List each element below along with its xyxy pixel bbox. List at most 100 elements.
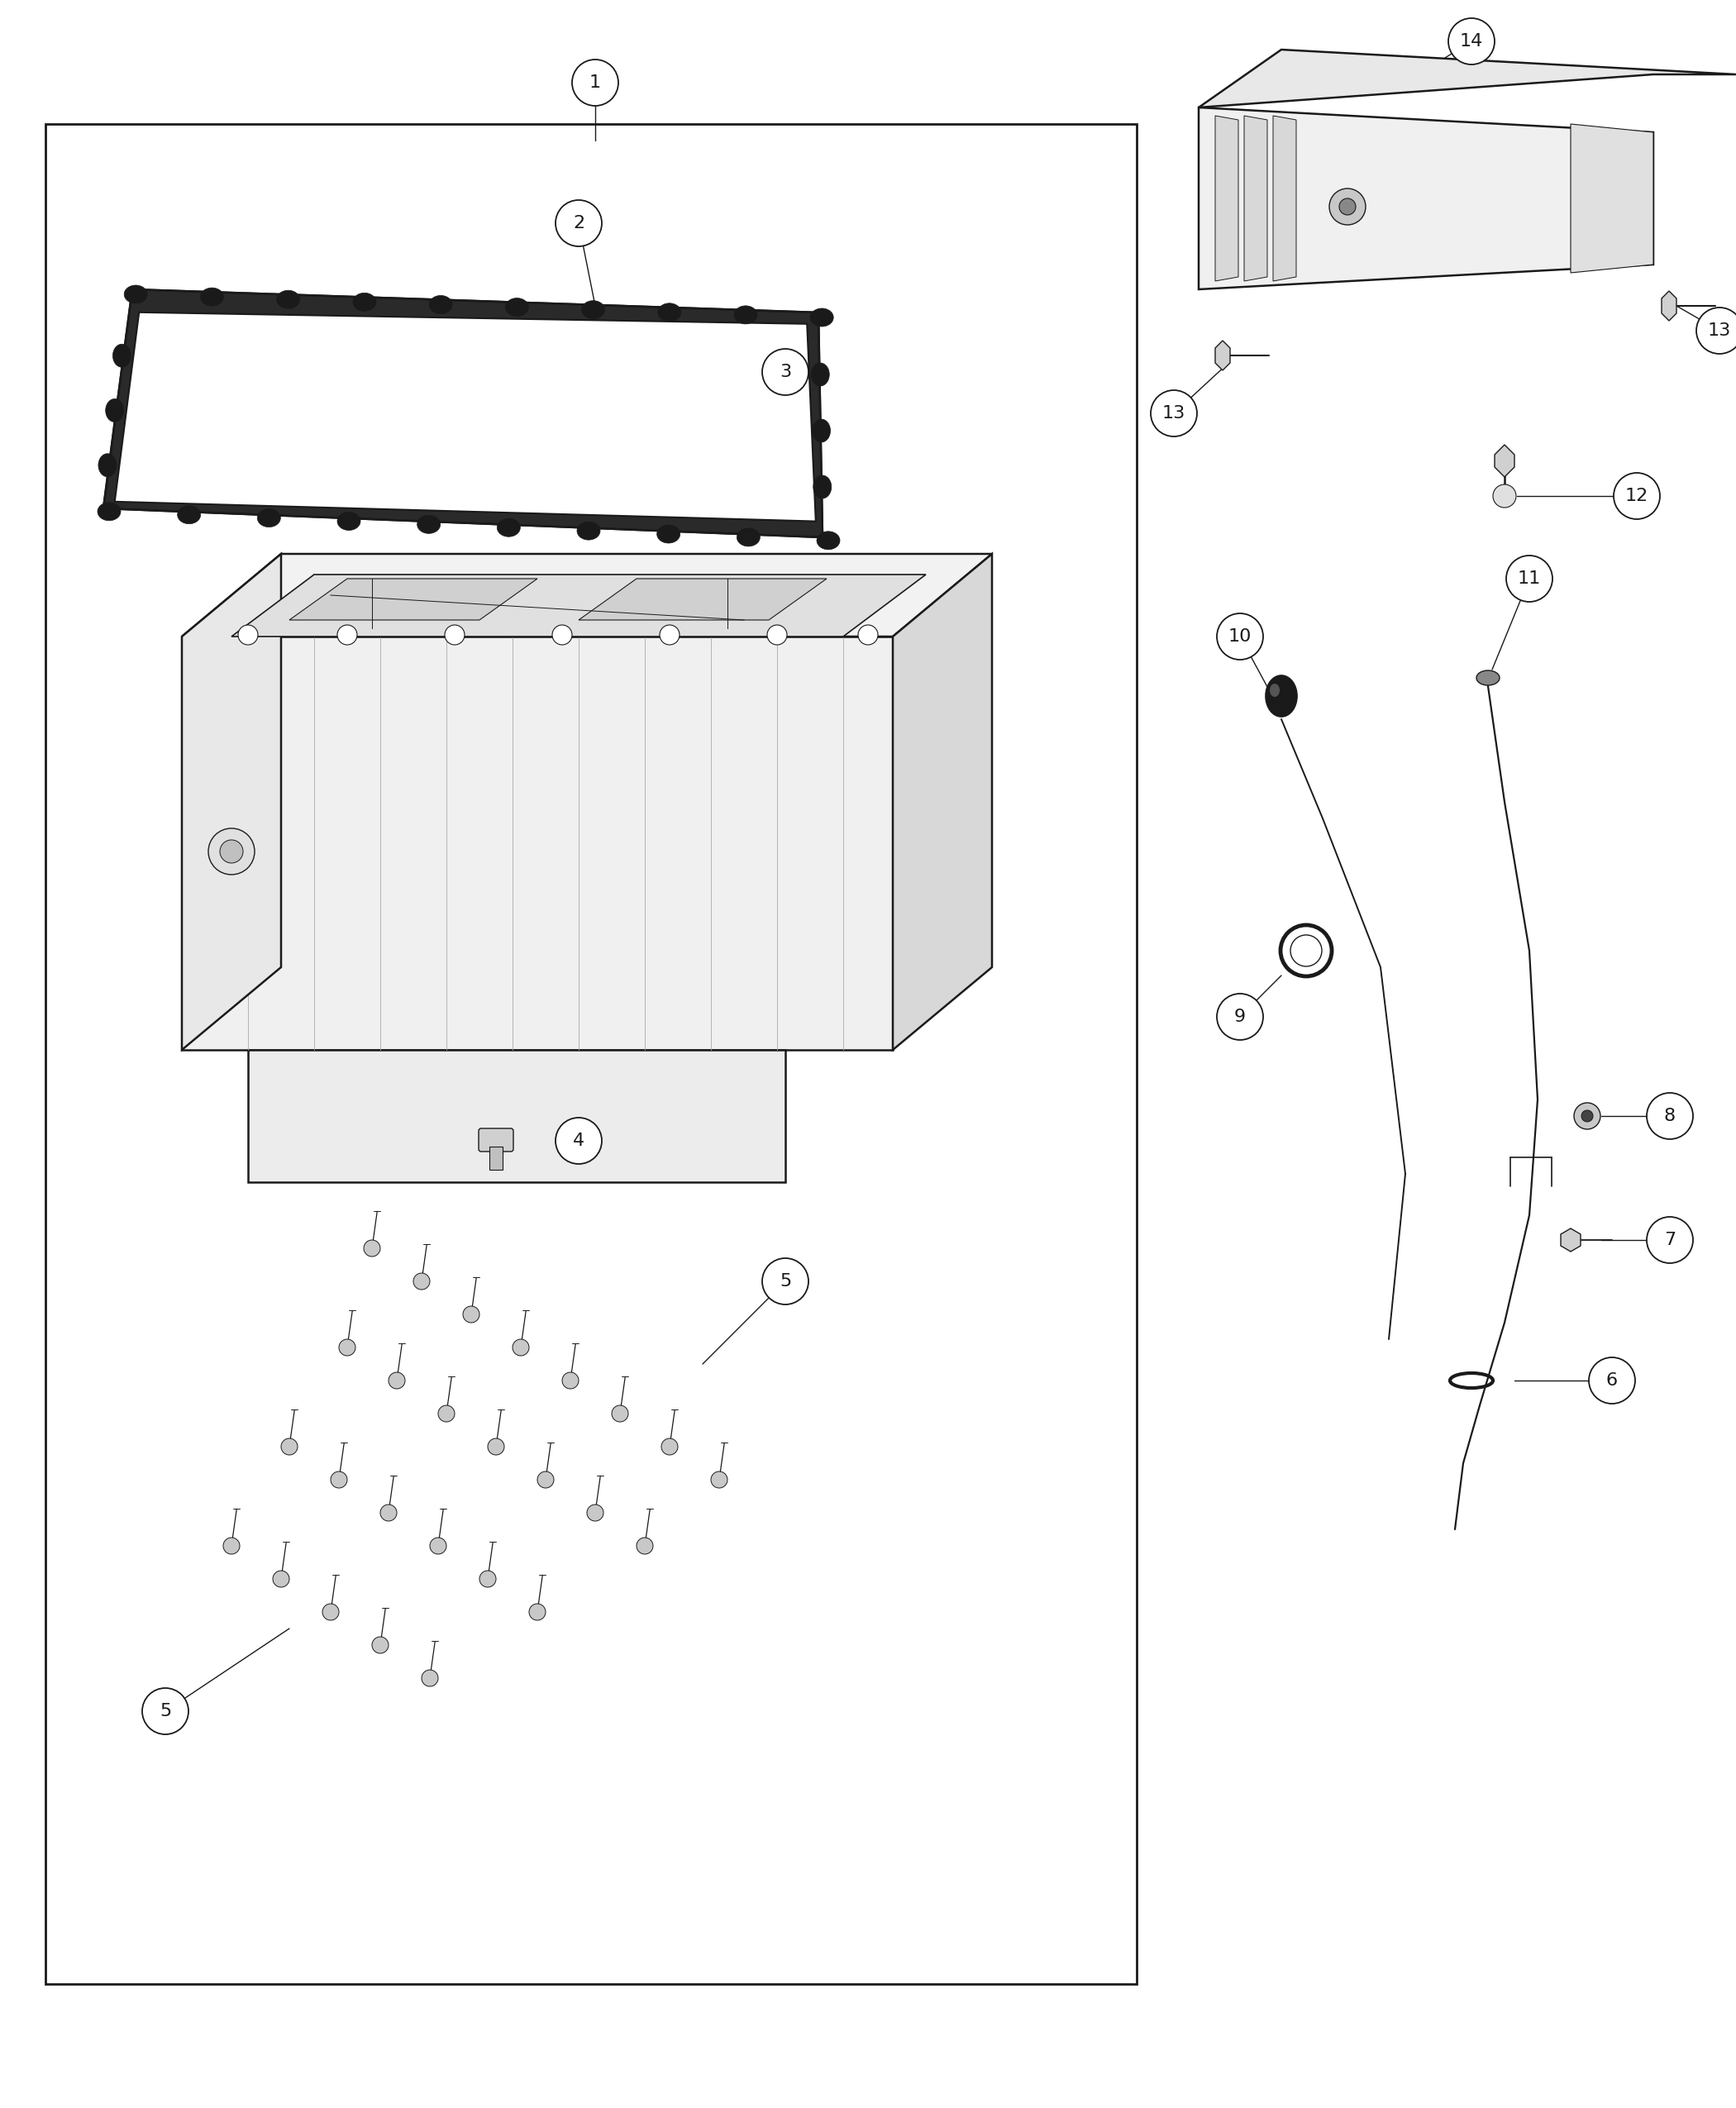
Circle shape xyxy=(1614,472,1660,519)
Text: 12: 12 xyxy=(1625,487,1649,504)
Circle shape xyxy=(1507,557,1552,601)
Ellipse shape xyxy=(97,502,122,521)
Circle shape xyxy=(762,348,809,394)
Circle shape xyxy=(142,1689,189,1735)
Polygon shape xyxy=(182,637,892,1050)
Circle shape xyxy=(712,1471,727,1488)
Ellipse shape xyxy=(200,289,224,306)
Circle shape xyxy=(1151,390,1198,436)
Circle shape xyxy=(238,624,259,645)
Circle shape xyxy=(1493,485,1516,508)
FancyBboxPatch shape xyxy=(479,1128,514,1151)
Ellipse shape xyxy=(276,291,300,308)
Polygon shape xyxy=(248,1050,785,1183)
Circle shape xyxy=(380,1505,398,1522)
Ellipse shape xyxy=(337,512,361,531)
Circle shape xyxy=(431,1537,446,1554)
Circle shape xyxy=(208,828,255,875)
Ellipse shape xyxy=(582,301,604,318)
Circle shape xyxy=(1217,993,1264,1039)
Circle shape xyxy=(281,1438,297,1455)
Polygon shape xyxy=(1215,116,1238,280)
Ellipse shape xyxy=(658,304,681,320)
Text: 13: 13 xyxy=(1161,405,1186,422)
Ellipse shape xyxy=(429,295,453,314)
Polygon shape xyxy=(182,554,991,637)
Circle shape xyxy=(437,1406,455,1423)
Circle shape xyxy=(762,1258,809,1305)
Text: 11: 11 xyxy=(1517,571,1542,586)
Circle shape xyxy=(858,624,878,645)
Circle shape xyxy=(661,1438,677,1455)
Text: 8: 8 xyxy=(1665,1107,1675,1124)
Polygon shape xyxy=(182,554,281,1050)
Polygon shape xyxy=(578,580,826,620)
Circle shape xyxy=(220,839,243,862)
Circle shape xyxy=(538,1471,554,1488)
Circle shape xyxy=(365,1240,380,1256)
Circle shape xyxy=(512,1339,529,1355)
Circle shape xyxy=(323,1604,339,1621)
Ellipse shape xyxy=(812,474,832,497)
Circle shape xyxy=(1588,1358,1635,1404)
Circle shape xyxy=(339,1339,356,1355)
Circle shape xyxy=(1448,19,1495,65)
Ellipse shape xyxy=(576,523,601,540)
Polygon shape xyxy=(1272,116,1297,280)
Text: 2: 2 xyxy=(573,215,585,232)
Text: 5: 5 xyxy=(779,1273,792,1290)
Circle shape xyxy=(1696,308,1736,354)
Circle shape xyxy=(337,624,358,645)
Polygon shape xyxy=(1561,1229,1580,1252)
Ellipse shape xyxy=(1476,670,1500,685)
Circle shape xyxy=(372,1636,389,1653)
Text: 14: 14 xyxy=(1460,34,1483,51)
Polygon shape xyxy=(892,554,991,1050)
Circle shape xyxy=(1330,188,1366,226)
Text: 5: 5 xyxy=(160,1703,172,1720)
Bar xyxy=(45,124,1137,1984)
Circle shape xyxy=(273,1570,290,1587)
FancyBboxPatch shape xyxy=(490,1147,503,1170)
Ellipse shape xyxy=(736,529,760,546)
Ellipse shape xyxy=(177,506,201,525)
Ellipse shape xyxy=(1290,936,1321,965)
Ellipse shape xyxy=(734,306,757,325)
Circle shape xyxy=(562,1372,578,1389)
Polygon shape xyxy=(290,580,538,620)
Ellipse shape xyxy=(125,285,148,304)
Circle shape xyxy=(330,1471,347,1488)
Circle shape xyxy=(556,200,602,247)
Circle shape xyxy=(587,1505,604,1522)
Polygon shape xyxy=(1215,341,1231,371)
Ellipse shape xyxy=(1266,675,1297,717)
Text: 4: 4 xyxy=(573,1132,585,1149)
Polygon shape xyxy=(115,312,816,521)
Circle shape xyxy=(389,1372,404,1389)
Circle shape xyxy=(1575,1102,1601,1130)
Ellipse shape xyxy=(496,519,521,538)
Ellipse shape xyxy=(656,525,681,544)
Ellipse shape xyxy=(812,419,830,443)
Polygon shape xyxy=(1571,124,1653,272)
Circle shape xyxy=(1647,1092,1693,1138)
Text: 3: 3 xyxy=(779,365,792,379)
Ellipse shape xyxy=(417,514,441,533)
Circle shape xyxy=(422,1670,437,1686)
Text: 9: 9 xyxy=(1234,1008,1246,1024)
Ellipse shape xyxy=(99,453,116,476)
Polygon shape xyxy=(1198,51,1736,108)
Text: 7: 7 xyxy=(1665,1231,1675,1248)
Circle shape xyxy=(529,1604,545,1621)
Ellipse shape xyxy=(505,297,528,316)
Polygon shape xyxy=(1198,108,1653,289)
Circle shape xyxy=(479,1570,496,1587)
Polygon shape xyxy=(231,575,925,637)
Ellipse shape xyxy=(816,531,840,550)
Polygon shape xyxy=(1245,116,1267,280)
Circle shape xyxy=(611,1406,628,1423)
Ellipse shape xyxy=(106,398,123,422)
Circle shape xyxy=(573,59,618,105)
Circle shape xyxy=(464,1307,479,1322)
Circle shape xyxy=(1647,1216,1693,1263)
